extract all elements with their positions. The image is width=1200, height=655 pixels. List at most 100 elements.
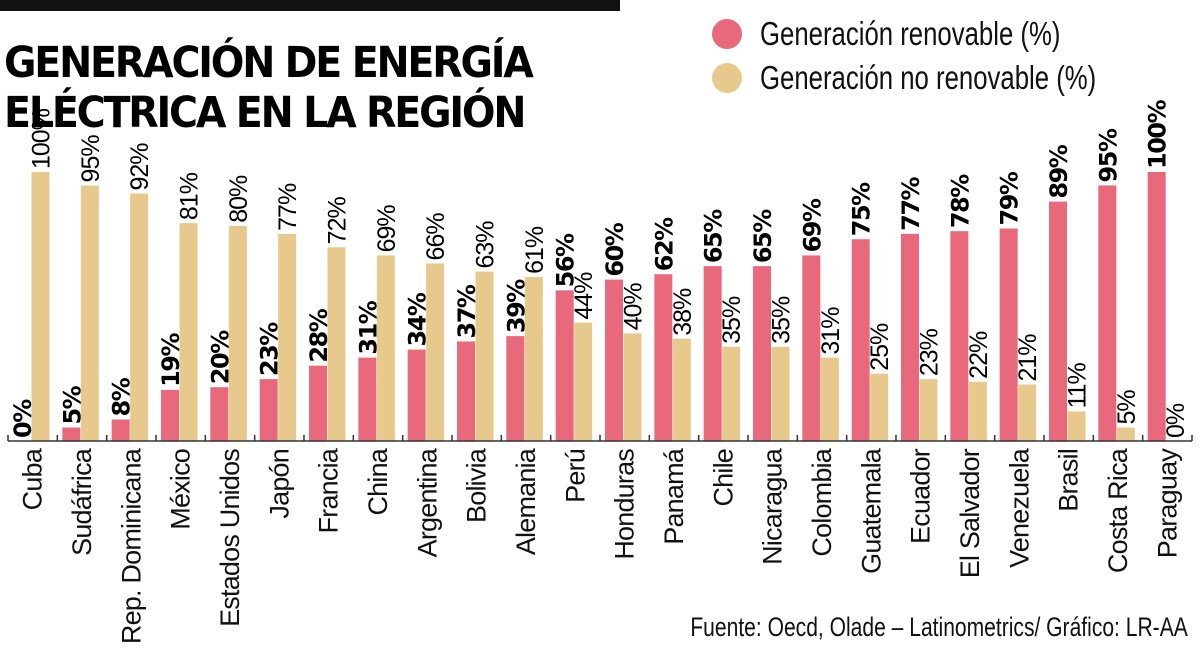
data-label-nonrenewable: 0% xyxy=(1162,403,1190,438)
bar-renewable xyxy=(555,290,574,441)
legend-swatch-nonrenewable xyxy=(712,63,742,93)
x-tick-label: Cuba xyxy=(18,447,48,510)
x-tick-label: Nicaragua xyxy=(758,447,788,565)
x-tick-label: Honduras xyxy=(610,449,640,560)
bar-renewable xyxy=(210,387,229,441)
data-label-nonrenewable: 11% xyxy=(1064,362,1092,408)
data-label-nonrenewable: 66% xyxy=(422,213,450,261)
bar-renewable xyxy=(605,279,623,441)
data-label-nonrenewable: 69% xyxy=(373,205,401,253)
bar-renewable xyxy=(851,239,870,441)
bar-nonrenewable xyxy=(1067,411,1086,441)
bar-nonrenewable xyxy=(179,223,198,441)
legend-item-nonrenewable: Generación no renovable (%) xyxy=(712,56,1191,100)
x-tick-label: Perú xyxy=(560,449,590,503)
data-label-nonrenewable: 31% xyxy=(817,307,845,355)
bar-renewable xyxy=(457,341,475,441)
x-tick-label: Rep. Dominicana xyxy=(116,447,146,644)
data-label-nonrenewable: 72% xyxy=(324,197,352,245)
bar-nonrenewable xyxy=(524,276,543,441)
chart-title: GENERACIÓN DE ENERGÍA ELÉCTRICA EN LA RE… xyxy=(4,38,534,138)
bar-nonrenewable xyxy=(574,322,593,441)
bar-renewable xyxy=(802,255,821,441)
bar-renewable xyxy=(703,266,722,441)
x-tick-label: China xyxy=(363,447,393,515)
bar-renewable xyxy=(753,266,771,441)
bar-renewable xyxy=(1098,185,1117,441)
source-note: Fuente: Oecd, Olade – Latinometrics/ Grá… xyxy=(690,612,1188,642)
data-label-renewable: 65% xyxy=(700,209,728,263)
data-label-renewable: 100% xyxy=(1144,99,1172,169)
bar-renewable xyxy=(62,427,81,441)
data-label-nonrenewable: 23% xyxy=(916,328,944,376)
chart-title-line-2: ELÉCTRICA EN LA REGIÓN xyxy=(4,88,526,138)
x-tick-label: Bolivia xyxy=(462,447,492,523)
legend-swatch-renewable xyxy=(712,19,742,49)
x-tick-label: México xyxy=(166,449,196,530)
bar-renewable xyxy=(407,349,426,441)
data-label-renewable: 62% xyxy=(650,217,678,271)
x-tick-label: Paraguay xyxy=(1152,448,1182,558)
bar-renewable xyxy=(1147,172,1166,441)
data-label-renewable: 60% xyxy=(601,222,629,276)
x-tick-label: Panamá xyxy=(659,447,689,545)
data-label-nonrenewable: 81% xyxy=(176,172,204,220)
x-tick-label: Ecuador xyxy=(906,448,936,544)
bar-nonrenewable xyxy=(426,263,445,441)
bar-nonrenewable xyxy=(672,338,691,441)
data-label-nonrenewable: 25% xyxy=(866,323,894,371)
bar-nonrenewable xyxy=(475,271,494,441)
bar-renewable xyxy=(901,233,919,441)
bar-renewable xyxy=(506,336,525,441)
data-label-nonrenewable: 63% xyxy=(472,221,500,269)
data-label-nonrenewable: 35% xyxy=(768,296,796,344)
data-label-nonrenewable: 40% xyxy=(620,283,648,331)
bar-nonrenewable xyxy=(130,193,149,441)
data-label-nonrenewable: 100% xyxy=(28,108,56,169)
x-tick-label: Estados Unidos xyxy=(215,449,245,627)
bar-nonrenewable xyxy=(623,333,642,441)
data-label-nonrenewable: 22% xyxy=(965,331,993,379)
bar-nonrenewable xyxy=(968,381,987,441)
top-rule xyxy=(0,0,620,11)
chart-title-line-1: GENERACIÓN DE ENERGÍA xyxy=(4,38,534,88)
bar-renewable xyxy=(654,274,673,441)
bar-renewable xyxy=(999,228,1018,441)
bar-renewable xyxy=(358,357,377,441)
data-label-renewable: 56% xyxy=(552,233,580,287)
legend-label-nonrenewable: Generación no renovable (%) xyxy=(760,59,1097,96)
data-label-renewable: 79% xyxy=(996,171,1024,225)
x-tick-label: Colombia xyxy=(807,447,837,556)
x-tick-label: Sudáfrica xyxy=(67,447,97,556)
bar-renewable xyxy=(1049,201,1067,441)
data-label-nonrenewable: 61% xyxy=(521,226,549,274)
legend-item-renewable: Generación renovable (%) xyxy=(712,12,1191,56)
bar-renewable xyxy=(161,389,179,441)
x-tick-label: Guatemala xyxy=(856,447,886,574)
bar-nonrenewable xyxy=(722,346,741,441)
data-label-renewable: 75% xyxy=(848,182,876,236)
data-label-renewable: 89% xyxy=(1045,144,1073,198)
bar-nonrenewable xyxy=(870,373,889,441)
data-label-nonrenewable: 21% xyxy=(1014,334,1042,382)
data-label-renewable: 69% xyxy=(798,198,826,252)
x-tick-label: Argentina xyxy=(412,447,442,557)
data-label-renewable: 65% xyxy=(749,209,777,263)
x-tick-label: Francia xyxy=(314,447,344,533)
bar-nonrenewable xyxy=(919,379,938,441)
bar-nonrenewable xyxy=(80,185,99,441)
bar-nonrenewable xyxy=(228,225,247,441)
x-tick-label: El Salvador xyxy=(955,448,985,578)
bar-renewable xyxy=(950,231,969,441)
data-label-nonrenewable: 80% xyxy=(225,175,253,223)
bar-nonrenewable xyxy=(278,233,297,441)
data-label-nonrenewable: 92% xyxy=(126,143,154,191)
bar-nonrenewable xyxy=(31,172,50,441)
data-label-renewable: 95% xyxy=(1094,128,1122,182)
data-label-nonrenewable: 38% xyxy=(669,288,697,336)
legend-label-renewable: Generación renovable (%) xyxy=(760,15,1061,52)
bar-nonrenewable xyxy=(327,247,346,441)
data-label-renewable: 77% xyxy=(897,176,925,230)
bar-nonrenewable xyxy=(376,255,395,441)
